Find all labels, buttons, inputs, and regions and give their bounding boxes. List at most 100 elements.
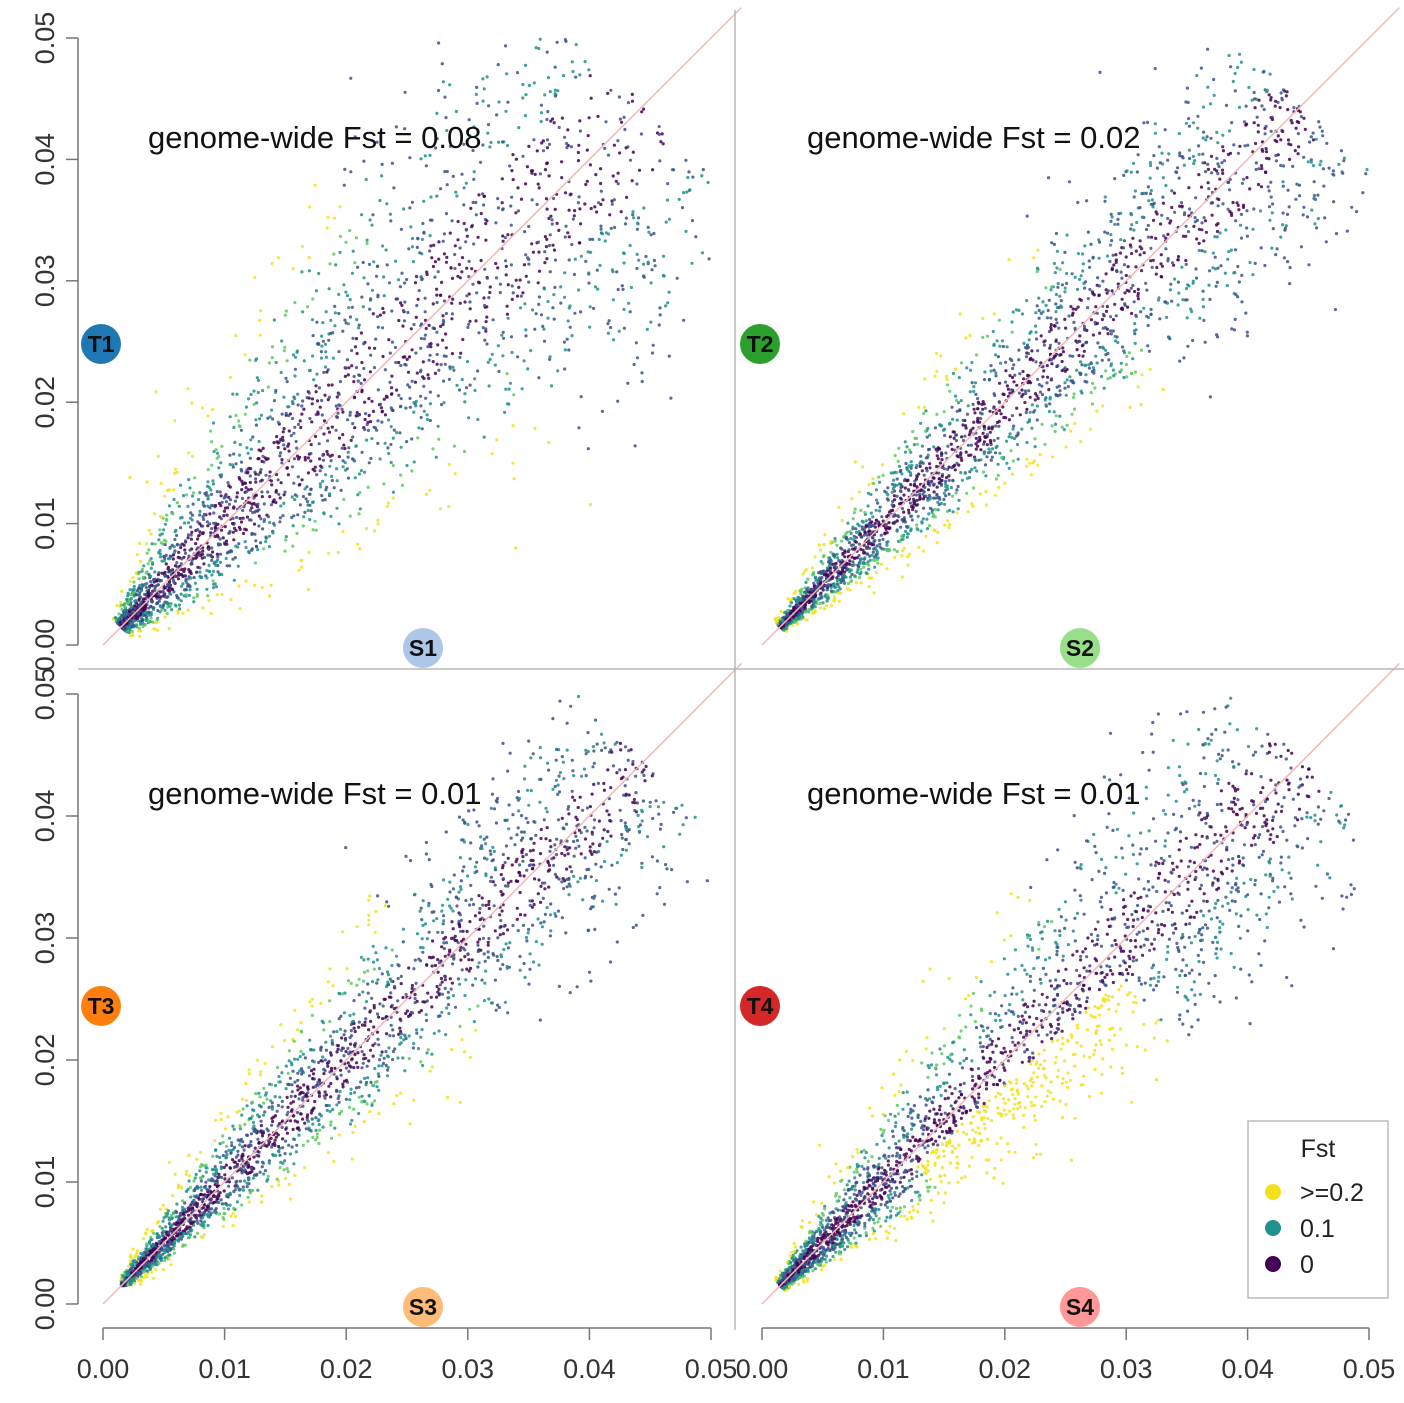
scatter-point — [1081, 354, 1085, 358]
scatter-point — [1206, 181, 1210, 185]
scatter-point — [950, 466, 954, 470]
scatter-point — [537, 295, 542, 299]
scatter-point — [283, 447, 287, 451]
scatter-point — [1227, 188, 1232, 192]
scatter-point — [428, 153, 432, 157]
scatter-point — [291, 524, 295, 528]
scatter-point — [500, 177, 504, 181]
scatter-point — [206, 545, 211, 549]
scatter-point — [1011, 459, 1015, 463]
scatter-point — [864, 545, 869, 549]
scatter-point — [1149, 192, 1153, 196]
scatter-point — [394, 125, 398, 129]
scatter-point — [462, 142, 466, 146]
scatter-point — [351, 435, 355, 439]
scatter-point — [972, 407, 976, 411]
scatter-point — [1365, 168, 1369, 172]
scatter-point — [565, 337, 569, 341]
scatter-point — [1073, 275, 1077, 279]
scatter-point — [214, 448, 218, 452]
scatter-point — [172, 590, 176, 594]
scatter-point — [466, 325, 470, 329]
scatter-point — [476, 417, 480, 422]
scatter-point — [1220, 168, 1225, 172]
scatter-point — [1221, 202, 1225, 206]
scatter-point — [997, 318, 1002, 322]
scatter-point — [195, 570, 199, 574]
scatter-point — [1159, 253, 1163, 257]
scatter-point — [390, 374, 394, 378]
scatter-point — [346, 418, 350, 422]
scatter-point — [310, 420, 314, 424]
scatter-point — [471, 148, 475, 153]
scatter-point — [357, 472, 362, 476]
scatter-point — [382, 294, 386, 298]
scatter-point — [299, 425, 303, 430]
scatter-point — [252, 522, 257, 526]
scatter-point — [937, 477, 942, 481]
scatter-point — [205, 587, 209, 591]
scatter-point — [428, 418, 432, 423]
scatter-point — [227, 502, 231, 506]
scatter-point — [1209, 154, 1214, 158]
scatter-point — [421, 360, 425, 364]
scatter-point — [891, 508, 895, 512]
scatter-point — [620, 120, 624, 124]
scatter-point — [1037, 308, 1041, 313]
scatter-point — [285, 380, 289, 384]
scatter-point — [903, 486, 907, 490]
scatter-point — [463, 392, 467, 396]
scatter-point — [907, 448, 912, 452]
scatter-point — [1181, 156, 1185, 160]
scatter-point — [173, 537, 177, 542]
scatter-point — [1194, 267, 1198, 271]
scatter-point — [1217, 197, 1221, 202]
scatter-point — [307, 391, 311, 395]
scatter-point — [270, 356, 274, 360]
scatter-point — [218, 490, 222, 494]
scatter-point — [482, 296, 486, 300]
scatter-point — [233, 440, 237, 444]
scatter-point — [523, 63, 528, 67]
scatter-point — [547, 440, 551, 444]
scatter-point — [523, 230, 527, 234]
scatter-point — [563, 367, 567, 371]
scatter-point — [852, 534, 856, 538]
scatter-point — [836, 582, 840, 586]
scatter-point — [1254, 141, 1258, 146]
scatter-point — [240, 479, 244, 483]
scatter-point — [926, 453, 930, 457]
scatter-point — [911, 430, 915, 434]
scatter-point — [853, 574, 857, 578]
scatter-point — [409, 327, 413, 331]
scatter-point — [419, 415, 423, 420]
scatter-point — [647, 230, 651, 234]
scatter-point — [912, 482, 917, 487]
scatter-point — [822, 607, 827, 611]
scatter-point — [293, 355, 298, 359]
scatter-point — [878, 542, 882, 546]
scatter-point — [953, 367, 958, 371]
scatter-point — [1319, 159, 1323, 163]
scatter-point — [567, 258, 571, 262]
scatter-point — [822, 542, 826, 547]
scatter-point — [157, 599, 161, 603]
scatter-point — [477, 331, 481, 335]
scatter-point — [1111, 318, 1116, 322]
scatter-point — [844, 536, 848, 540]
scatter-point — [916, 528, 920, 532]
scatter-point — [642, 206, 646, 210]
scatter-point — [1054, 414, 1058, 418]
scatter-point — [220, 473, 224, 477]
scatter-point — [1025, 457, 1029, 461]
scatter-point — [938, 461, 943, 465]
scatter-point — [1008, 391, 1012, 395]
scatter-point — [1133, 370, 1137, 374]
scatter-point — [1108, 376, 1112, 380]
scatter-point — [631, 150, 635, 154]
scatter-point — [829, 603, 834, 608]
scatter-point — [920, 520, 924, 524]
scatter-point — [523, 114, 528, 118]
scatter-point — [548, 357, 552, 361]
scatter-point — [293, 493, 297, 497]
